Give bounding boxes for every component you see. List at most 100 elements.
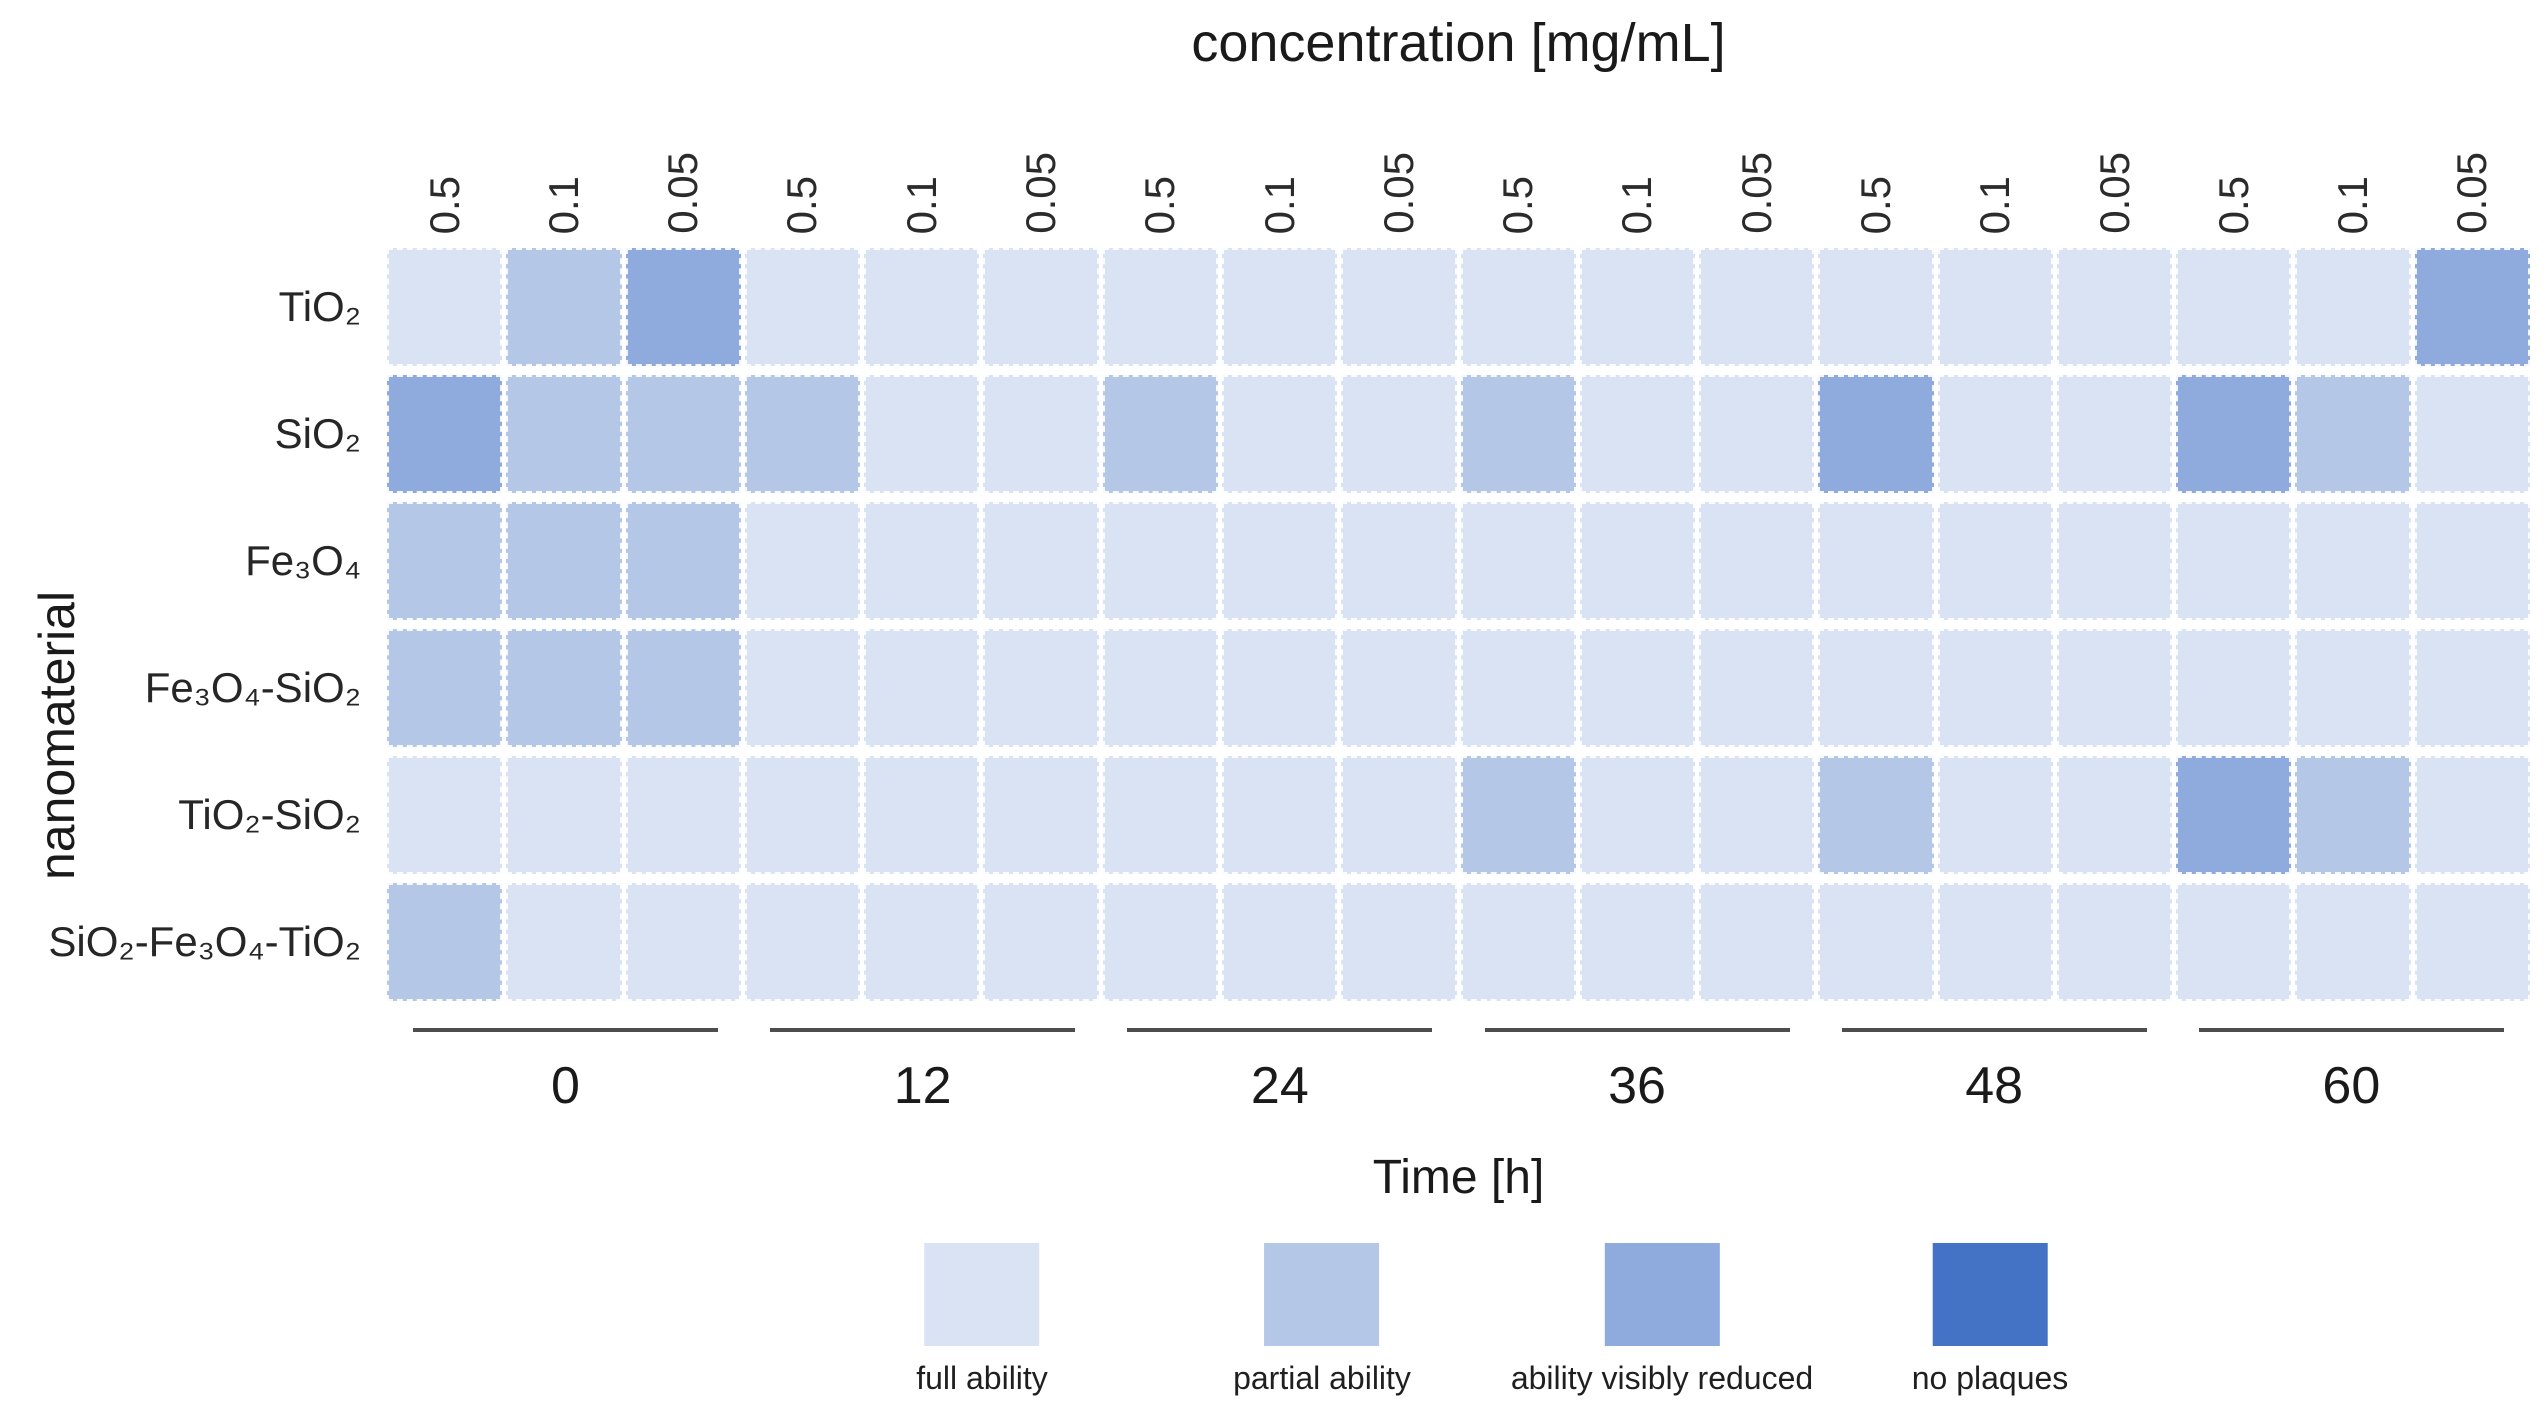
heatmap-cell [2295,629,2411,747]
heatmap-cell [1818,629,1934,747]
time-tick-label: 48 [1965,1057,2024,1115]
concentration-tick-label: 0.1 [1613,175,1661,234]
heatmap-cell [2176,883,2292,1001]
heatmap-cell [864,883,980,1001]
concentration-tick-label: 0.05 [1732,152,1780,234]
concentration-tick-label: 0.5 [1851,175,1899,234]
heatmap-cell [744,883,861,1001]
heatmap-cell [387,502,503,620]
heatmap-cell [625,883,741,1001]
heatmap-cell [1579,375,1696,493]
legend-swatch [1604,1243,1720,1346]
heatmap-cell [1818,502,1934,620]
heatmap-cell [2414,248,2530,366]
heatmap-cell [1579,756,1696,874]
heatmap-cell [625,248,741,366]
heatmap-cell [1341,502,1457,620]
time-tick-label: 0 [551,1057,580,1115]
time-group-line [770,1028,1076,1032]
time-tick-label: 60 [2322,1057,2381,1115]
heatmap-cell [744,375,861,493]
heatmap-cell [1221,248,1338,366]
heatmap-cell [2414,629,2530,747]
heatmap-grid [387,248,2530,1001]
concentration-header-cell: 0.05 [983,74,1098,238]
row-label: Fe₃O₄-SiO₂ [144,664,361,711]
heatmap-cell [1937,756,2053,874]
concentration-tick-label: 0.5 [2209,175,2257,234]
heatmap-cell [983,756,1099,874]
heatmap-cell [2295,883,2411,1001]
concentration-tick-label: 0.05 [1017,152,1065,234]
concentration-header-cell: 0.05 [626,74,741,238]
heatmap-cell [1102,375,1218,493]
legend-item: no plaques [1912,1243,2068,1397]
heatmap-cell [1341,883,1457,1001]
concentration-tick-label: 0.05 [659,152,707,234]
legend-label: ability visibly reduced [1510,1360,1814,1396]
heatmap-cell [2295,375,2411,493]
heatmap-cell [2056,375,2173,493]
heatmap-cell [2176,756,2292,874]
concentration-tick-label: 0.05 [2090,152,2138,234]
heatmap-cell [1937,883,2053,1001]
heatmap-cell [864,756,980,874]
heatmap-cell [1699,375,1815,493]
heatmap-cell [864,502,980,620]
row-label: TiO₂-SiO₂ [178,791,361,838]
row-label: Fe₃O₄ [245,537,361,584]
heatmap-cell [864,375,980,493]
heatmap-cell [2056,502,2173,620]
chart-title: concentration [mg/mL] [1191,13,1726,73]
heatmap-cell [625,629,741,747]
concentration-tick-label: 0.5 [1136,175,1184,234]
heatmap-cell [1341,248,1457,366]
heatmap-cell [1579,883,1696,1001]
heatmap-cell [1102,629,1218,747]
heatmap-cell [387,883,503,1001]
concentration-header-cell: 0.5 [1818,74,1933,238]
heatmap-cell [387,629,503,747]
legend-item: partial ability [1233,1243,1411,1397]
heatmap-cell [1699,756,1815,874]
time-group-line [1127,1028,1433,1032]
legend-item: ability visibly reduced [1511,1243,1813,1397]
heatmap-cell [1341,375,1457,493]
heatmap-cell [1699,502,1815,620]
heatmap-cell [506,502,622,620]
legend-swatch [1932,1243,2048,1346]
heatmap-cell [506,629,622,747]
heatmap-cell [1221,629,1338,747]
legend-swatch [924,1243,1040,1346]
concentration-header-cell: 0.05 [1699,74,1814,238]
heatmap-cell [983,248,1099,366]
heatmap-cell [864,629,980,747]
legend-swatch [1264,1243,1380,1346]
heatmap-cell [625,375,741,493]
row-label: TiO₂ [278,283,361,330]
concentration-header-cell: 0.1 [1222,74,1337,238]
heatmap-cell [1937,502,2053,620]
legend-label: partial ability [1233,1360,1411,1396]
heatmap-cell [1460,375,1576,493]
concentration-column-headers: 0.5 0.1 0.05 0.5 0.1 0.05 0.5 0.1 0.05 0.5 0.1 0.05… [387,74,2530,238]
heatmap-cell [1221,756,1338,874]
heatmap-cell [1460,502,1576,620]
heatmap-cell [1221,375,1338,493]
time-tick-label: 12 [893,1057,952,1115]
heatmap-cell [1341,629,1457,747]
concentration-header-cell: 0.5 [1461,74,1576,238]
time-tick-label: 24 [1250,1057,1309,1115]
heatmap-cell [983,502,1099,620]
heatmap-cell [2176,248,2292,366]
heatmap-cell [744,502,861,620]
heatmap-cell [2056,756,2173,874]
heatmap-cell [387,756,503,874]
row-labels: TiO₂ SiO₂ Fe₃O₄ Fe₃O₄-SiO₂ TiO₂-SiO₂ SiO₂-Fe₃… [48,248,375,1001]
heatmap-cell [2056,248,2173,366]
heatmap-cell [1102,502,1218,620]
concentration-tick-label: 0.05 [1374,152,1422,234]
heatmap-cell [1460,248,1576,366]
heatmap-cell [1102,883,1218,1001]
heatmap-cell [1221,883,1338,1001]
